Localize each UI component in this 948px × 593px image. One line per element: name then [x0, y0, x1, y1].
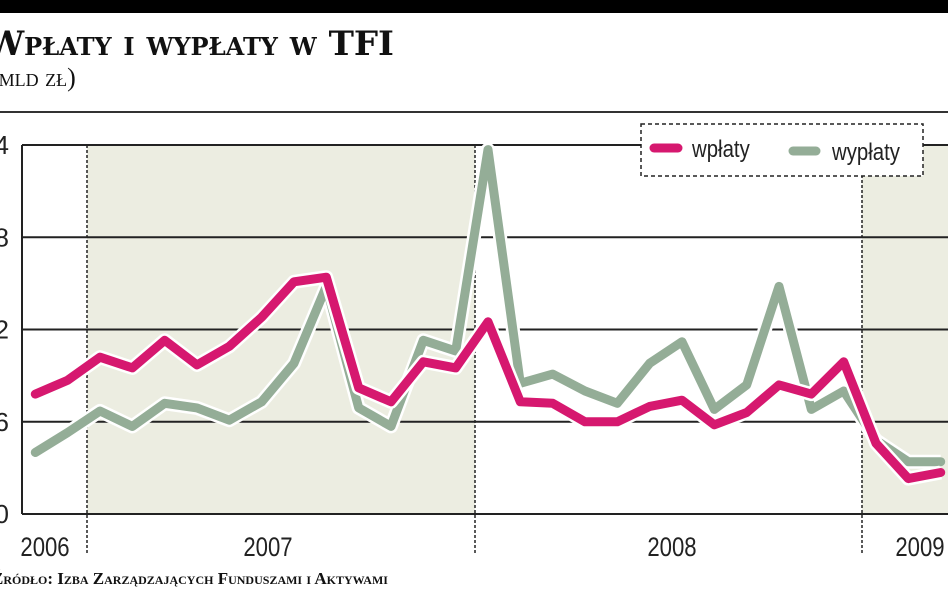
top-bar: [0, 0, 948, 13]
chart-subtitle: (mld zł): [0, 63, 76, 92]
y-tick-label: 1,8: [0, 222, 9, 252]
legend-label-wyplaty: wypłaty: [831, 138, 901, 165]
x-tick-label: 2008: [647, 533, 696, 563]
legend: wpłaty wypłaty: [640, 123, 924, 177]
chart-title: Wpłaty i wypłaty w TFI: [0, 24, 394, 64]
x-tick-label: 2007: [243, 533, 292, 563]
y-tick-label: 2,4: [0, 130, 9, 160]
legend-label-wplaty: wpłaty: [691, 135, 751, 162]
y-tick-label: 0,6: [0, 407, 9, 437]
source-note: Źródło: Izba Zarządzających Funduszami i…: [0, 569, 388, 588]
x-tick-label: 2009: [895, 533, 944, 563]
legend-box: [640, 123, 924, 177]
y-tick-label: 0: [0, 499, 9, 529]
x-tick-label: 2006: [20, 533, 69, 563]
y-tick-label: 1,2: [0, 315, 9, 345]
